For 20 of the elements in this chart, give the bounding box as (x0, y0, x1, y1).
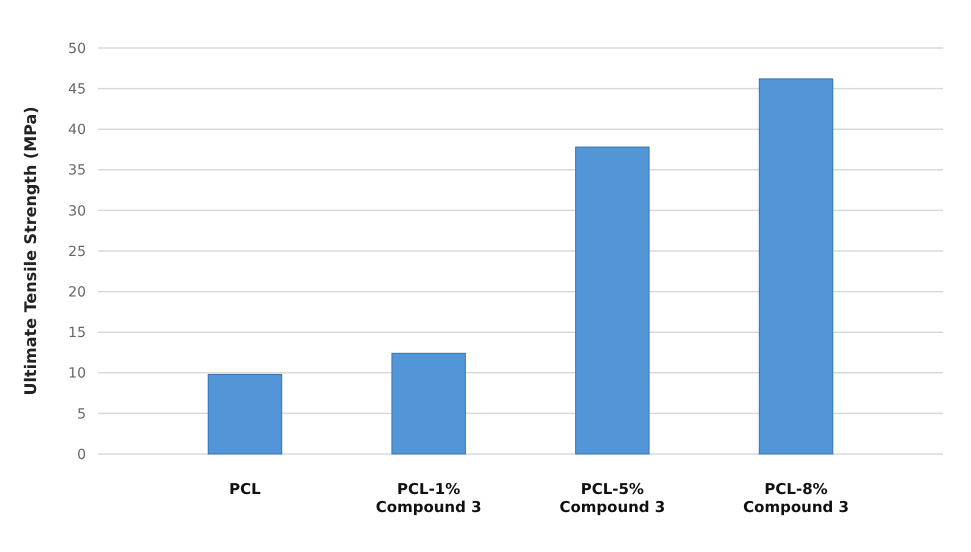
y-tick-label: 50 (68, 40, 86, 57)
y-tick-label: 25 (68, 244, 86, 260)
x-tick-label: PCL (229, 480, 262, 498)
y-axis-title: Ultimate Tensile Strength (MPa) (21, 106, 40, 396)
y-tick-label: 45 (68, 82, 86, 98)
bar (391, 352, 466, 454)
bar (758, 78, 834, 454)
bar (575, 146, 650, 454)
y-tick-label: 10 (68, 366, 86, 382)
y-tick-label: 40 (68, 122, 86, 138)
x-tick-label: PCL-8% Compound 3 (743, 480, 849, 516)
y-tick-label: 0 (77, 446, 86, 463)
bar (208, 374, 282, 454)
y-tick-label: 30 (68, 203, 86, 220)
y-tick-label: 15 (68, 325, 86, 342)
y-tick-label: 5 (77, 406, 86, 422)
y-tick-label: 20 (68, 284, 86, 300)
y-tick-label: 35 (68, 162, 86, 179)
x-tick-label: PCL-5% Compound 3 (559, 480, 666, 516)
x-tick-label: PCL-1% Compound 3 (376, 480, 482, 516)
